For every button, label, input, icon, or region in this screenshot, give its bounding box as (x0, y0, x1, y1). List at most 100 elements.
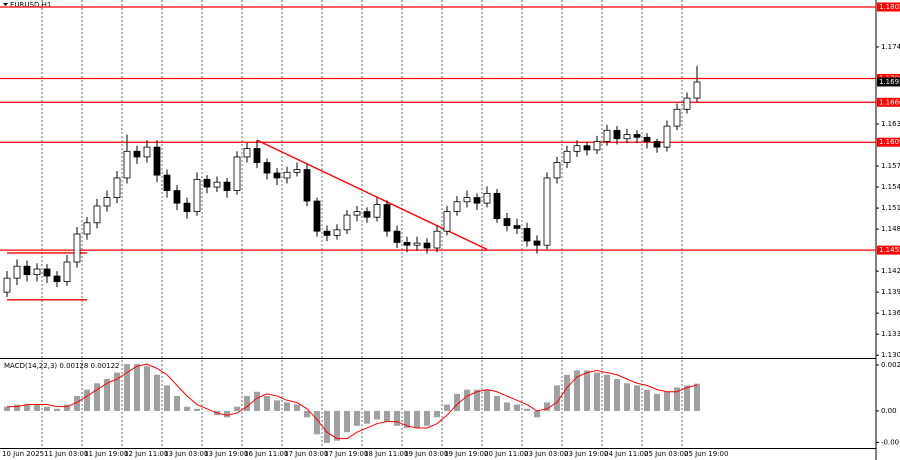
candle-body (23, 265, 31, 276)
candle-body (393, 230, 401, 243)
x-tick-label: 10 Jun 2025 (2, 450, 44, 458)
macd-bar (314, 410, 320, 435)
candle-body (3, 277, 11, 293)
candle-body (103, 197, 111, 207)
candle-body (153, 146, 161, 176)
macd-bar (224, 410, 230, 418)
candle-body (343, 214, 351, 231)
x-tick-label: 11 Jun 03:00 (44, 450, 88, 458)
macd-bar (134, 364, 140, 411)
candle-body (553, 162, 561, 179)
candle-body (63, 261, 71, 283)
candle-body (533, 240, 541, 246)
macd-bar (694, 383, 700, 411)
macd-bar (294, 404, 300, 411)
macd-bar (194, 408, 200, 411)
macd-bar (234, 406, 240, 411)
candle-body (513, 225, 521, 229)
x-tick-label: 25 Jun 19:00 (684, 450, 728, 458)
level-label-box (877, 2, 900, 12)
candle-body (333, 229, 341, 236)
macd-y-tick-label: 0.00 (881, 407, 897, 415)
candle-body (633, 134, 641, 138)
candle-body (193, 178, 201, 212)
macd-bar (164, 385, 170, 411)
y-tick-label: 1.1575 (881, 162, 900, 170)
x-tick-label: 12 Jun 11:00 (124, 450, 168, 458)
macd-bar (284, 402, 290, 411)
candle-body (243, 148, 251, 158)
macd-bar (204, 410, 210, 412)
macd-bar (524, 408, 530, 411)
macd-bar (684, 385, 690, 411)
x-tick-label: 23 Jun 19:00 (564, 450, 608, 458)
macd-bar (624, 383, 630, 411)
candle-body (603, 129, 611, 142)
candle-body (583, 145, 591, 151)
macd-bar (484, 389, 490, 411)
macd-bar (14, 404, 20, 411)
candle-body (173, 190, 181, 204)
symbol-icon (3, 3, 8, 6)
level-label: 1.1609 (879, 138, 900, 146)
macd-bar (44, 406, 50, 411)
macd-bar (594, 372, 600, 411)
macd-bar (344, 410, 350, 433)
candle-body (203, 178, 211, 188)
candle-body (623, 134, 631, 140)
macd-bar (74, 396, 80, 411)
macd-bar (494, 396, 500, 411)
candle-body (53, 275, 61, 283)
candle-body (293, 169, 301, 173)
macd-bar (464, 389, 470, 411)
macd-bar (584, 370, 590, 411)
macd-bar (424, 410, 430, 426)
x-tick-label: 18 Jun 11:00 (364, 450, 408, 458)
macd-bar (24, 404, 30, 411)
candle-body (433, 230, 441, 249)
x-tick-label: 11 Jun 19:00 (84, 450, 128, 458)
macd-signal-line (7, 363, 698, 440)
y-tick-label: 1.1305 (881, 351, 900, 359)
candle-body (693, 81, 701, 99)
candle-body (673, 108, 681, 127)
current-price-label: 1.1695 (879, 78, 900, 86)
macd-bar (564, 374, 570, 411)
candle-body (643, 136, 651, 142)
macd-bar (254, 391, 260, 411)
candle-body (303, 169, 311, 202)
macd-bar (544, 402, 550, 411)
candle-body (83, 222, 91, 235)
macd-bar (144, 366, 150, 411)
y-tick-label: 1.1745 (881, 43, 900, 51)
macd-bar (304, 410, 310, 418)
candle-body (43, 268, 51, 277)
candle-body (523, 227, 531, 242)
candle-body (253, 148, 261, 163)
macd-bar (364, 410, 370, 424)
candle-body (113, 177, 121, 198)
macd-bar (644, 389, 650, 411)
level-label: 1.1455 (879, 246, 900, 254)
candle-body (263, 162, 271, 174)
macd-bar (124, 364, 130, 411)
level-label: 1.1802 (879, 3, 900, 11)
macd-bar (264, 396, 270, 411)
candle-body (653, 141, 661, 148)
candle-body (33, 268, 41, 276)
macd-bar (404, 410, 410, 428)
macd-y-tick-label: 0.00216 (881, 361, 900, 369)
level-label: 1.1666 (879, 98, 900, 106)
candle-body (13, 265, 21, 279)
macd-bar (664, 391, 670, 411)
candle-body (613, 129, 621, 140)
macd-bar (114, 372, 120, 411)
candle-body (223, 181, 231, 191)
macd-bar (444, 404, 450, 411)
candle-body (133, 150, 141, 158)
x-tick-label: 13 Jun 19:00 (204, 450, 248, 458)
macd-bar (244, 396, 250, 411)
candle-body (373, 204, 381, 218)
macd-bar (614, 379, 620, 411)
